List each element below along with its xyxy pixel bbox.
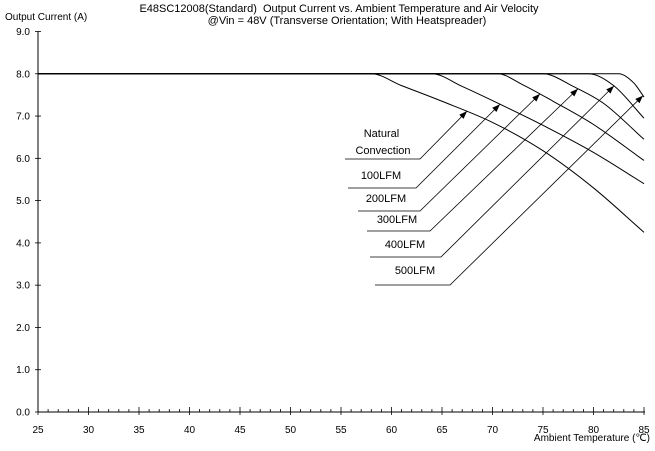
x-tick-label: 60 bbox=[386, 425, 398, 436]
series-labels: Natural Convection 100LFM 200LFM 300LFM 400L… bbox=[345, 85, 644, 286]
y-tick-label: 0.0 bbox=[16, 408, 30, 419]
series-line-500lfm bbox=[37, 73, 645, 98]
x-tick-label: 55 bbox=[335, 425, 347, 436]
chart-title: E48SC12008(Standard) Output Current vs. … bbox=[139, 3, 539, 15]
series-label-group-100lfm: 100LFM bbox=[348, 103, 501, 189]
x-tick-label: 65 bbox=[436, 425, 448, 436]
series-label-100lfm: 100LFM bbox=[361, 170, 401, 182]
leader-arrow-100lfm bbox=[348, 103, 501, 189]
y-tick-label: 9.0 bbox=[16, 27, 30, 38]
x-tick-label: 80 bbox=[588, 425, 600, 436]
series-label-group-300lfm: 300LFM bbox=[367, 88, 579, 232]
series-label-group-500lfm: 500LFM bbox=[375, 95, 644, 286]
y-tick-label: 8.0 bbox=[16, 69, 30, 80]
x-tick-label: 85 bbox=[638, 425, 650, 436]
leader-arrow-natural-convection bbox=[345, 110, 468, 160]
x-tick-label: 45 bbox=[234, 425, 246, 436]
series-label-500lfm: 500LFM bbox=[395, 265, 435, 277]
y-tick-label: 1.0 bbox=[16, 365, 30, 376]
series-lines bbox=[37, 73, 645, 233]
y-tick-label: 5.0 bbox=[16, 196, 30, 207]
y-axis-title: Output Current (A) bbox=[5, 12, 87, 23]
y-tick-label: 7.0 bbox=[16, 112, 30, 123]
y-tick-label: 2.0 bbox=[16, 323, 30, 334]
series-label-group-200lfm: 200LFM bbox=[358, 93, 541, 212]
x-axis-ticks: 25 30 35 40 45 50 55 60 65 70 75 80 85 bbox=[32, 407, 650, 436]
leader-arrow-300lfm bbox=[367, 88, 579, 232]
x-tick-label: 35 bbox=[133, 425, 145, 436]
x-axis-title: Ambient Temperature (℃) bbox=[534, 433, 650, 444]
series-label-group-400lfm: 400LFM bbox=[370, 85, 615, 258]
series-label-400lfm: 400LFM bbox=[385, 239, 425, 251]
y-tick-label: 4.0 bbox=[16, 238, 30, 249]
x-tick-label: 25 bbox=[32, 425, 44, 436]
series-label-natural-convection: Natural Convection bbox=[355, 128, 410, 157]
x-tick-label: 30 bbox=[83, 425, 95, 436]
y-tick-label: 6.0 bbox=[16, 154, 30, 165]
leader-arrow-400lfm bbox=[370, 85, 615, 258]
series-label-200lfm: 200LFM bbox=[366, 193, 406, 205]
series-label-300lfm: 300LFM bbox=[377, 214, 417, 226]
x-tick-label: 40 bbox=[184, 425, 196, 436]
leader-arrow-200lfm bbox=[358, 93, 541, 212]
x-tick-label: 75 bbox=[537, 425, 549, 436]
series-label-group-natural-convection: Natural Convection bbox=[345, 110, 468, 160]
y-tick-label: 3.0 bbox=[16, 281, 30, 292]
y-axis-ticks: 0.0 1.0 2.0 3.0 4.0 5.0 6.0 7.0 8.0 9.0 bbox=[16, 27, 41, 419]
x-tick-label: 70 bbox=[487, 425, 499, 436]
leader-arrow-500lfm bbox=[375, 95, 644, 286]
chart-subtitle: @Vin = 48V (Transverse Orientation; With… bbox=[208, 15, 487, 27]
x-tick-label: 50 bbox=[285, 425, 297, 436]
